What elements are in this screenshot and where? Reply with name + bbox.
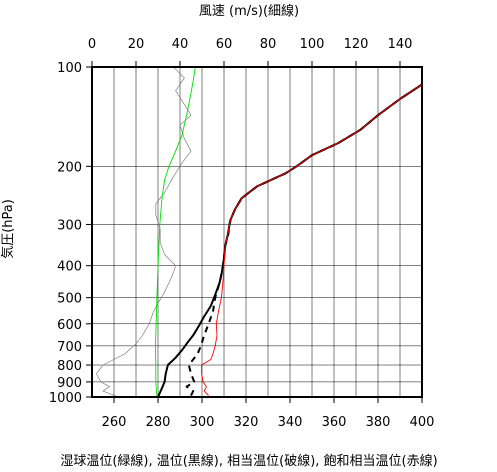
top-tick-label: 0 xyxy=(88,37,96,52)
top-axis-title: 風速 (m/s)(細線) xyxy=(199,3,299,19)
plot-frame xyxy=(91,66,423,398)
top-tick-label: 100 xyxy=(300,37,325,52)
pressure-tick-label: 200 xyxy=(57,160,82,175)
pressure-tick-label: 500 xyxy=(57,292,82,307)
top-tick-label: 140 xyxy=(388,37,413,52)
pressure-tick-label: 700 xyxy=(57,340,82,355)
pressure-tick-label: 1000 xyxy=(49,391,82,406)
pressure-tick-label: 100 xyxy=(57,61,82,76)
series-line-theta_es xyxy=(201,84,423,396)
series-line-theta_e xyxy=(185,83,423,397)
top-tick-label: 40 xyxy=(172,37,189,52)
series-line-wind xyxy=(96,66,192,398)
bottom-tick-label: 380 xyxy=(366,415,391,430)
pressure-tick-label: 400 xyxy=(57,260,82,275)
bottom-tick-label: 260 xyxy=(102,415,127,430)
bottom-tick-label: 340 xyxy=(278,415,303,430)
top-tick-label: 20 xyxy=(128,37,145,52)
bottom-tick-label: 280 xyxy=(146,415,171,430)
top-tick-label: 60 xyxy=(216,37,233,52)
top-tick-label: 120 xyxy=(344,37,369,52)
grid-lines xyxy=(92,66,422,398)
left-axis-title: 気圧(hPa) xyxy=(0,199,16,259)
pressure-tick-label: 900 xyxy=(57,376,82,391)
top-tick-label: 80 xyxy=(260,37,277,52)
bottom-tick-label: 400 xyxy=(410,415,435,430)
axis-ticks: 260 280 300 320 340 360 380 400 0 20 40 60 80 100 120 1… xyxy=(49,37,435,430)
pressure-tick-label: 800 xyxy=(57,359,82,374)
bottom-axis-title: 湿球温位(緑線), 温位(黒線), 相当温位(破線), 飽和相当温位(赤線) xyxy=(60,453,437,469)
bottom-tick-label: 320 xyxy=(234,415,259,430)
bottom-tick-label: 360 xyxy=(322,415,347,430)
pressure-tick-label: 600 xyxy=(57,318,82,333)
data-series xyxy=(96,66,423,398)
bottom-tick-label: 300 xyxy=(190,415,215,430)
series-line-theta_w xyxy=(154,66,196,398)
pressure-tick-label: 300 xyxy=(57,218,82,233)
